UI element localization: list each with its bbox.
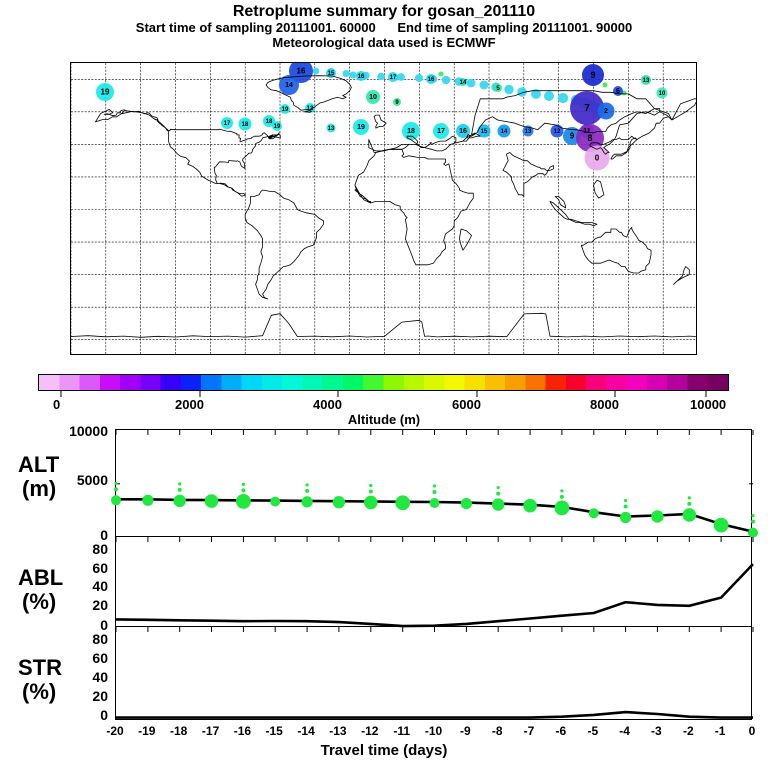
- svg-text:0: 0: [595, 154, 600, 163]
- svg-text:13: 13: [643, 78, 650, 84]
- svg-text:2: 2: [604, 108, 608, 115]
- svg-text:14: 14: [501, 129, 508, 135]
- svg-text:16: 16: [428, 77, 435, 83]
- svg-text:13: 13: [328, 126, 335, 132]
- svg-text:9: 9: [590, 70, 595, 80]
- svg-text:13: 13: [525, 129, 532, 135]
- svg-text:19: 19: [101, 88, 110, 97]
- svg-text:13: 13: [307, 106, 314, 112]
- svg-text:15: 15: [328, 71, 335, 77]
- svg-text:16: 16: [297, 67, 306, 76]
- svg-text:17: 17: [390, 75, 397, 81]
- svg-text:14: 14: [285, 82, 293, 89]
- svg-text:18: 18: [266, 119, 273, 125]
- svg-text:16: 16: [459, 128, 467, 135]
- svg-text:7: 7: [584, 103, 590, 114]
- svg-text:17: 17: [224, 121, 231, 127]
- svg-text:12: 12: [554, 129, 561, 135]
- svg-text:8: 8: [587, 133, 592, 143]
- svg-text:9: 9: [570, 132, 575, 141]
- svg-text:18: 18: [242, 122, 249, 128]
- svg-text:19: 19: [282, 107, 289, 113]
- svg-text:19: 19: [274, 124, 281, 130]
- svg-text:10: 10: [369, 94, 377, 101]
- svg-text:6: 6: [616, 88, 620, 95]
- svg-text:16: 16: [358, 74, 365, 80]
- svg-text:18: 18: [407, 128, 415, 135]
- svg-text:15: 15: [481, 129, 488, 135]
- svg-text:14: 14: [460, 80, 467, 86]
- svg-text:17: 17: [437, 128, 445, 135]
- svg-text:10: 10: [659, 91, 666, 97]
- svg-text:19: 19: [357, 124, 365, 131]
